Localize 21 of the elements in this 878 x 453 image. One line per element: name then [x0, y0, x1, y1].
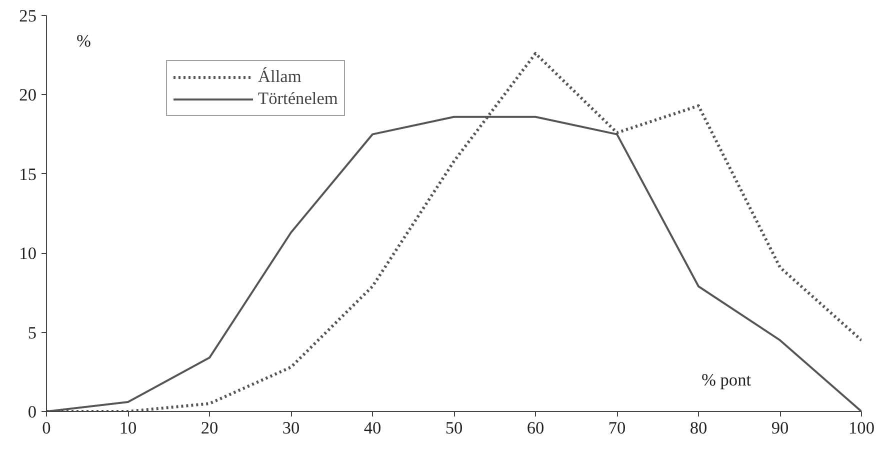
x-tick-label: 20: [200, 418, 218, 438]
y-tick-label: 20: [19, 86, 36, 105]
y-tick-label: 10: [19, 244, 36, 264]
y-tick-label: 15: [19, 164, 36, 184]
legend-label: Történelem: [258, 89, 338, 109]
x-tick-label: 60: [526, 418, 544, 438]
x-tick-label: 10: [119, 418, 137, 438]
y-tick-label: 25: [19, 6, 36, 26]
x-axis-title: % pont: [702, 370, 752, 390]
x-tick-label: 0: [42, 418, 51, 438]
y-tick-label: 5: [28, 323, 37, 342]
x-tick-label: 90: [771, 418, 789, 438]
x-tick-label: 80: [690, 418, 708, 438]
x-tick-label: 100: [848, 418, 875, 438]
x-tick-label: 50: [445, 418, 463, 438]
y-tick-label: 0: [28, 402, 37, 422]
x-tick-label: 70: [608, 418, 626, 438]
x-tick-label: 30: [282, 418, 300, 438]
y-axis-title: %: [76, 32, 91, 50]
x-tick-label: 40: [364, 418, 382, 438]
legend-label: Állam: [258, 67, 302, 87]
